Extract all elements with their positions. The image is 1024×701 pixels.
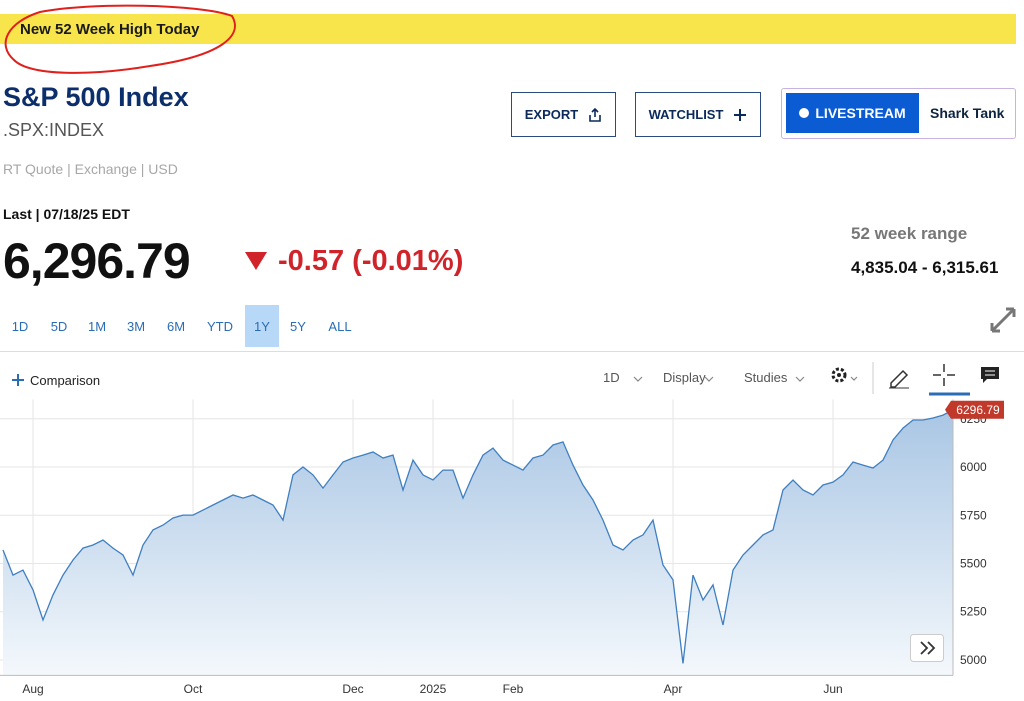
area-fill <box>3 409 953 676</box>
y-tick-label: 6000 <box>960 460 987 474</box>
x-tick-label: Feb <box>503 682 524 696</box>
plus-icon <box>734 108 747 121</box>
y-tick-label: 5250 <box>960 605 987 619</box>
timeframe-button[interactable]: ALL <box>328 318 352 334</box>
quote-meta: RT Quote | Exchange | USD <box>3 161 178 177</box>
comparison-button[interactable]: Comparison <box>30 373 101 388</box>
show-link[interactable]: Shark Tank <box>930 105 1005 121</box>
timeframe-button[interactable]: 1M <box>87 318 107 334</box>
last-value-badge <box>945 400 1004 419</box>
x-tick-label: Jun <box>823 682 842 696</box>
last-time: Last | 07/18/25 EDT <box>3 206 130 222</box>
down-arrow <box>245 252 267 270</box>
x-tick-label: Apr <box>664 682 683 696</box>
last-value-label: 6296.79 <box>956 403 1000 417</box>
timeframe-button[interactable]: 6M <box>166 318 186 334</box>
y-tick-label: 5750 <box>960 508 987 522</box>
plus-icon <box>12 374 24 386</box>
range-value: 4,835.04 - 6,315.61 <box>851 258 999 277</box>
last-price: 6,296.79 <box>3 233 191 289</box>
timeframe-button[interactable]: 5D <box>50 318 68 334</box>
live-dot <box>799 108 810 118</box>
share-icon <box>589 107 602 122</box>
symbol: .SPX:INDEX <box>3 120 105 140</box>
y-tick-label: 5000 <box>960 653 987 667</box>
timeframe-button[interactable]: 5Y <box>290 318 306 334</box>
livestream-box <box>781 88 1016 139</box>
price-line <box>2 409 954 664</box>
x-tick-label: Aug <box>22 682 43 696</box>
index-title: S&P 500 Index <box>3 82 189 112</box>
scroll-button[interactable] <box>910 634 944 662</box>
export-label: EXPORT <box>524 107 579 122</box>
watchlist-label: WATCHLIST <box>648 107 724 122</box>
timeframe-button[interactable]: YTD <box>207 318 233 334</box>
x-tick-label: 2025 <box>420 682 447 696</box>
livestream-button[interactable]: LIVESTREAM <box>786 93 919 133</box>
divider <box>0 351 1024 352</box>
interval-select[interactable]: 1D <box>603 370 620 385</box>
export-button[interactable]: EXPORT <box>511 92 616 137</box>
y-tick-label: 5500 <box>960 556 987 570</box>
expand-icon[interactable] <box>989 306 1017 334</box>
livestream-label: LIVESTREAM <box>815 105 906 121</box>
x-tick-label: Oct <box>184 682 203 696</box>
timeframe-button[interactable]: 3M <box>126 318 146 334</box>
timeframe-button[interactable]: 1D <box>11 318 29 334</box>
x-tick-label: Dec <box>342 682 363 696</box>
timeframe-button[interactable]: 1Y <box>245 305 279 347</box>
watchlist-button[interactable]: WATCHLIST <box>635 92 761 137</box>
price-change: -0.57 (-0.01%) <box>278 245 464 277</box>
range-label: 52 week range <box>851 224 968 243</box>
